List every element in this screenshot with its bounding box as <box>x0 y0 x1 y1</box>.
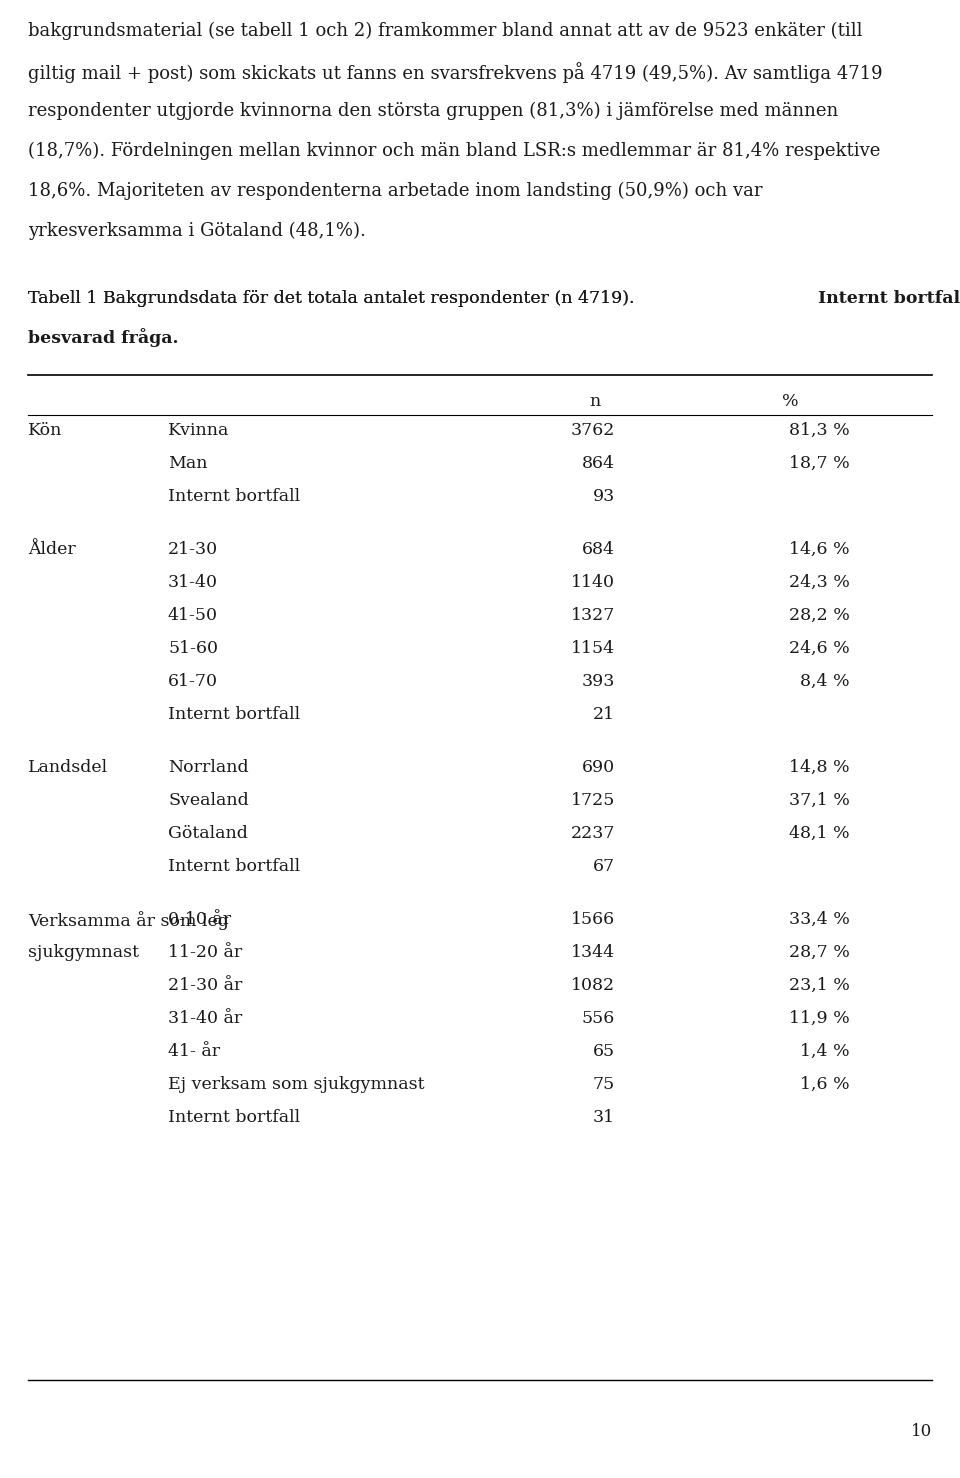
Text: 31-40 år: 31-40 år <box>168 1009 242 1027</box>
Text: 75: 75 <box>592 1076 615 1094</box>
Text: Tabell 1 Bakgrundsdata för det totala antalet respondenter (n 4719).: Tabell 1 Bakgrundsdata för det totala an… <box>28 290 640 307</box>
Text: 41-50: 41-50 <box>168 607 218 624</box>
Text: 21-30 år: 21-30 år <box>168 977 242 995</box>
Text: 37,1 %: 37,1 % <box>789 792 850 808</box>
Text: yrkesverksamma i Götaland (48,1%).: yrkesverksamma i Götaland (48,1%). <box>28 222 366 241</box>
Text: 51-60: 51-60 <box>168 640 218 658</box>
Text: 393: 393 <box>582 672 615 690</box>
Text: giltig mail + post) som skickats ut fanns en svarsfrekvens på 4719 (49,5%). Av s: giltig mail + post) som skickats ut fann… <box>28 62 882 83</box>
Text: Man: Man <box>168 455 207 471</box>
Text: 24,3 %: 24,3 % <box>789 573 850 591</box>
Text: 1344: 1344 <box>571 944 615 961</box>
Text: 11-20 år: 11-20 år <box>168 944 242 961</box>
Text: bakgrundsmaterial (se tabell 1 och 2) framkommer bland annat att av de 9523 enkä: bakgrundsmaterial (se tabell 1 och 2) fr… <box>28 22 862 40</box>
Text: 21-30: 21-30 <box>168 541 218 559</box>
Text: 1566: 1566 <box>571 910 615 928</box>
Text: 1154: 1154 <box>571 640 615 658</box>
Text: 1725: 1725 <box>570 792 615 808</box>
Text: Tabell 1 Bakgrundsdata för det totala antalet respondenter (n 4719).: Tabell 1 Bakgrundsdata för det totala an… <box>28 290 640 307</box>
Text: 684: 684 <box>582 541 615 559</box>
Text: Landsdel: Landsdel <box>28 760 108 776</box>
Text: Kön: Kön <box>28 423 62 439</box>
Text: 61-70: 61-70 <box>168 672 218 690</box>
Text: 0-10 år: 0-10 år <box>168 910 231 928</box>
Text: Internt bortfall är ej: Internt bortfall är ej <box>818 290 960 307</box>
Text: sjukgymnast: sjukgymnast <box>28 944 139 961</box>
Text: 41- år: 41- år <box>168 1043 220 1060</box>
Text: 31-40: 31-40 <box>168 573 218 591</box>
Text: 28,7 %: 28,7 % <box>789 944 850 961</box>
Text: Internt bortfall: Internt bortfall <box>168 1108 300 1126</box>
Text: 864: 864 <box>582 455 615 471</box>
Text: %: % <box>781 393 799 409</box>
Text: 1,4 %: 1,4 % <box>801 1043 850 1060</box>
Text: 1140: 1140 <box>571 573 615 591</box>
Text: 65: 65 <box>593 1043 615 1060</box>
Text: Svealand: Svealand <box>168 792 249 808</box>
Text: 3762: 3762 <box>570 423 615 439</box>
Text: 556: 556 <box>582 1009 615 1027</box>
Text: 11,9 %: 11,9 % <box>789 1009 850 1027</box>
Text: Internt bortfall: Internt bortfall <box>168 488 300 505</box>
Text: 1,6 %: 1,6 % <box>801 1076 850 1094</box>
Text: 28,2 %: 28,2 % <box>789 607 850 624</box>
Text: 14,8 %: 14,8 % <box>789 760 850 776</box>
Text: Norrland: Norrland <box>168 760 249 776</box>
Text: 8,4 %: 8,4 % <box>801 672 850 690</box>
Text: 67: 67 <box>593 859 615 875</box>
Text: Internt bortfall: Internt bortfall <box>168 859 300 875</box>
Text: 21: 21 <box>593 706 615 723</box>
Text: 93: 93 <box>592 488 615 505</box>
Text: 18,7 %: 18,7 % <box>789 455 850 471</box>
Text: 31: 31 <box>593 1108 615 1126</box>
Text: (18,7%). Fördelningen mellan kvinnor och män bland LSR:s medlemmar är 81,4% resp: (18,7%). Fördelningen mellan kvinnor och… <box>28 142 880 160</box>
Text: 23,1 %: 23,1 % <box>789 977 850 995</box>
Text: besvarad fråga.: besvarad fråga. <box>28 328 179 347</box>
Text: respondenter utgjorde kvinnorna den största gruppen (81,3%) i jämförelse med män: respondenter utgjorde kvinnorna den stör… <box>28 102 838 120</box>
Text: Ålder: Ålder <box>28 541 76 559</box>
Text: 33,4 %: 33,4 % <box>789 910 850 928</box>
Text: 24,6 %: 24,6 % <box>789 640 850 658</box>
Text: Internt bortfall: Internt bortfall <box>168 706 300 723</box>
Text: 2237: 2237 <box>570 825 615 842</box>
Text: 690: 690 <box>582 760 615 776</box>
Text: 1327: 1327 <box>570 607 615 624</box>
Text: 14,6 %: 14,6 % <box>789 541 850 559</box>
Text: 81,3 %: 81,3 % <box>789 423 850 439</box>
Text: 18,6%. Majoriteten av respondenterna arbetade inom landsting (50,9%) och var: 18,6%. Majoriteten av respondenterna arb… <box>28 182 762 200</box>
Text: 1082: 1082 <box>571 977 615 995</box>
Text: 10: 10 <box>911 1423 932 1440</box>
Text: Verksamma år som leg: Verksamma år som leg <box>28 910 228 930</box>
Text: 48,1 %: 48,1 % <box>789 825 850 842</box>
Text: n: n <box>589 393 601 409</box>
Text: Kvinna: Kvinna <box>168 423 229 439</box>
Text: Götaland: Götaland <box>168 825 248 842</box>
Text: Ej verksam som sjukgymnast: Ej verksam som sjukgymnast <box>168 1076 424 1094</box>
